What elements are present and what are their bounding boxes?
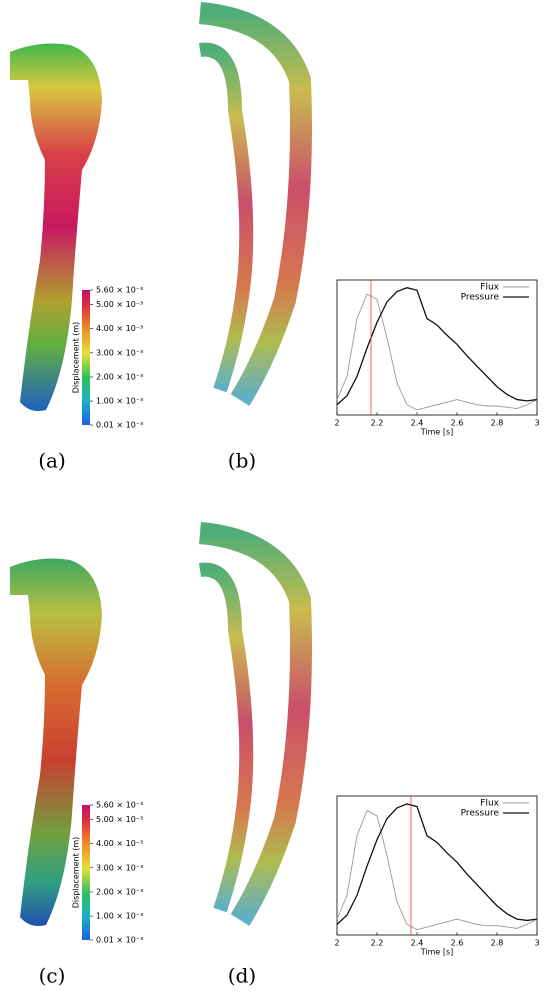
colorbar-tick-label: 5.00 × 10⁻³ [96,300,143,309]
x-axis-label: Time [s] [420,948,454,957]
legend-label: Flux [480,283,499,293]
legend-label: Flux [480,799,499,809]
colorbar [82,805,90,940]
panel-label: (b) [228,449,256,473]
colorbar-tick-label: 5.00 × 10⁻³ [96,815,143,824]
colorbar-tick-label: 3.00 × 10⁻³ [96,863,143,872]
x-tick-label: 2.2 [371,419,384,428]
panel-label: (c) [39,964,66,988]
x-tick-label: 2.2 [371,939,384,948]
panel-label: (d) [228,964,256,988]
colorbar-tick-label: 5.60 × 10⁻³ [96,286,143,295]
x-tick-label: 2.8 [491,419,504,428]
colorbar-tick-label: 5.60 × 10⁻³ [96,801,143,810]
colorbar-tick-label: 3.00 × 10⁻³ [96,348,143,357]
x-tick-label: 2.4 [411,939,424,948]
x-tick-label: 2.8 [491,939,504,948]
panel-label: (a) [38,449,66,473]
x-tick-label: 2 [334,419,339,428]
colorbar-title: Displacement (m) [72,322,81,394]
x-tick-label: 2 [334,939,339,948]
colorbar-title: Displacement (m) [72,837,81,909]
x-tick-label: 3 [534,939,539,948]
colorbar-tick-label: 2.00 × 10⁻³ [96,372,143,381]
series-line [336,809,538,931]
x-tick-label: 2.4 [411,419,424,428]
plot-frame [336,279,538,416]
colorbar-tick-label: 0.01 × 10⁻³ [96,421,143,430]
colorbar-tick-label: 2.00 × 10⁻³ [96,887,143,896]
x-tick-label: 2.6 [451,939,464,948]
series-line [336,293,538,411]
x-tick-label: 2.6 [451,419,464,428]
x-tick-label: 3 [534,419,539,428]
colorbar-tick-label: 0.01 × 10⁻³ [96,936,143,945]
legend-label: Pressure [461,293,500,303]
vector-render [200,13,301,400]
series-line [336,287,538,406]
vector-render [200,533,301,920]
colorbar-tick-label: 1.00 × 10⁻³ [96,397,143,406]
plot-frame [336,795,538,936]
colorbar-tick-label: 4.00 × 10⁻³ [96,324,143,333]
series-line [336,803,538,925]
colorbar-tick-label: 4.00 × 10⁻³ [96,839,143,848]
legend-label: Pressure [461,809,500,819]
x-axis-label: Time [s] [420,428,454,437]
colorbar [82,290,90,425]
colorbar-tick-label: 1.00 × 10⁻³ [96,912,143,921]
